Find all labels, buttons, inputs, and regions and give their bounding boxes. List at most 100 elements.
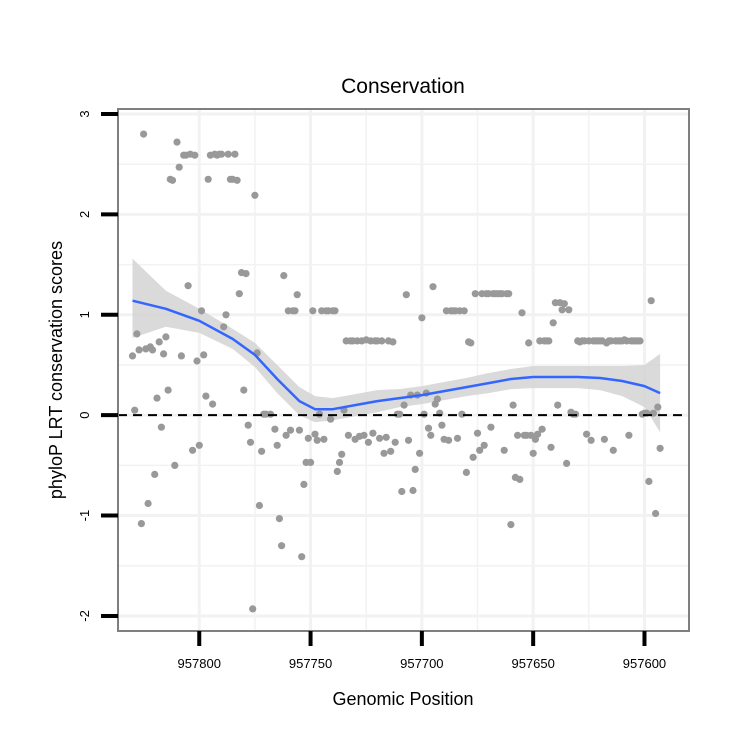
data-point bbox=[433, 395, 441, 403]
data-point bbox=[246, 438, 255, 446]
data-point bbox=[382, 433, 390, 441]
data-point bbox=[344, 431, 352, 439]
data-point bbox=[462, 468, 470, 476]
data-point bbox=[652, 509, 660, 518]
data-point bbox=[369, 429, 377, 437]
data-point bbox=[173, 138, 181, 146]
axes-layer: 957800 957750 957700 957650 957600 -2 -1 0 1 2 3 bbox=[77, 110, 666, 671]
data-point bbox=[636, 337, 644, 345]
data-point bbox=[168, 176, 177, 184]
data-point bbox=[291, 307, 299, 315]
data-point bbox=[516, 475, 524, 483]
data-point bbox=[538, 425, 546, 433]
data-point bbox=[404, 436, 413, 444]
data-point bbox=[427, 431, 435, 439]
data-point bbox=[209, 400, 217, 408]
data-point bbox=[171, 461, 179, 469]
smooth-line-layer bbox=[132, 299, 661, 411]
y-axis-label: phyloP LRT conservation scores bbox=[46, 241, 66, 499]
data-point bbox=[151, 470, 159, 478]
y-tick-label: -1 bbox=[77, 510, 92, 522]
data-point bbox=[222, 311, 230, 319]
x-axis-label: Genomic Position bbox=[332, 689, 473, 709]
data-point bbox=[275, 515, 283, 523]
data-point bbox=[157, 423, 165, 431]
data-point bbox=[224, 150, 232, 158]
data-point bbox=[200, 351, 208, 359]
data-point bbox=[549, 319, 557, 327]
data-point bbox=[529, 449, 537, 457]
data-point bbox=[411, 465, 419, 473]
data-point bbox=[304, 434, 312, 442]
data-point bbox=[155, 338, 163, 346]
data-point bbox=[197, 307, 206, 315]
data-point bbox=[416, 449, 424, 457]
data-point bbox=[204, 175, 212, 183]
data-point bbox=[625, 431, 633, 439]
data-point bbox=[514, 431, 522, 439]
data-point bbox=[647, 297, 655, 305]
data-point bbox=[469, 453, 477, 461]
data-point bbox=[545, 337, 553, 345]
data-point bbox=[418, 314, 426, 322]
data-point bbox=[445, 436, 453, 444]
data-point bbox=[398, 487, 406, 496]
data-point bbox=[184, 282, 192, 290]
data-point bbox=[645, 477, 653, 485]
y-tick-label: 3 bbox=[77, 110, 92, 117]
data-point bbox=[202, 392, 210, 400]
data-point bbox=[656, 444, 664, 452]
data-point bbox=[298, 553, 306, 561]
data-point bbox=[311, 430, 319, 438]
data-point bbox=[240, 386, 248, 394]
data-point bbox=[273, 441, 281, 449]
data-point bbox=[280, 272, 288, 280]
x-tick-label: 957650 bbox=[511, 656, 554, 671]
data-point bbox=[307, 458, 315, 466]
y-tick-label: 0 bbox=[77, 412, 92, 419]
data-point bbox=[140, 130, 148, 138]
data-point bbox=[476, 446, 484, 454]
data-point bbox=[380, 449, 388, 457]
data-point bbox=[295, 426, 303, 434]
data-point bbox=[164, 386, 172, 394]
data-point bbox=[565, 306, 573, 314]
data-point bbox=[500, 446, 508, 454]
data-point bbox=[244, 421, 252, 429]
data-point bbox=[429, 283, 437, 291]
data-point bbox=[467, 339, 475, 347]
data-point bbox=[293, 291, 301, 299]
data-point bbox=[480, 441, 488, 449]
data-point bbox=[235, 290, 243, 298]
data-point bbox=[320, 435, 328, 443]
data-point bbox=[286, 426, 295, 434]
data-point bbox=[409, 486, 417, 495]
data-point bbox=[471, 290, 479, 298]
data-point bbox=[505, 290, 513, 298]
data-point bbox=[438, 421, 446, 429]
plot-frame bbox=[117, 108, 690, 632]
data-point bbox=[128, 352, 137, 360]
data-point bbox=[389, 338, 397, 346]
x-tick-label: 957750 bbox=[289, 656, 332, 671]
data-point bbox=[191, 151, 199, 159]
data-point bbox=[249, 605, 257, 613]
data-point bbox=[309, 307, 317, 315]
data-point bbox=[258, 447, 266, 455]
data-point bbox=[193, 357, 201, 365]
y-tick-label: 2 bbox=[77, 211, 92, 218]
x-tick-label: 957700 bbox=[400, 656, 443, 671]
data-point bbox=[217, 150, 226, 158]
data-point bbox=[233, 176, 241, 184]
y-tick-label: -2 bbox=[77, 610, 92, 622]
data-point bbox=[360, 431, 368, 439]
data-point bbox=[600, 435, 609, 443]
data-point bbox=[195, 441, 203, 449]
data-point bbox=[402, 291, 410, 299]
data-point bbox=[144, 499, 152, 508]
data-point bbox=[175, 163, 183, 171]
data-point bbox=[162, 333, 170, 341]
data-point bbox=[547, 443, 555, 451]
data-point bbox=[378, 337, 386, 345]
